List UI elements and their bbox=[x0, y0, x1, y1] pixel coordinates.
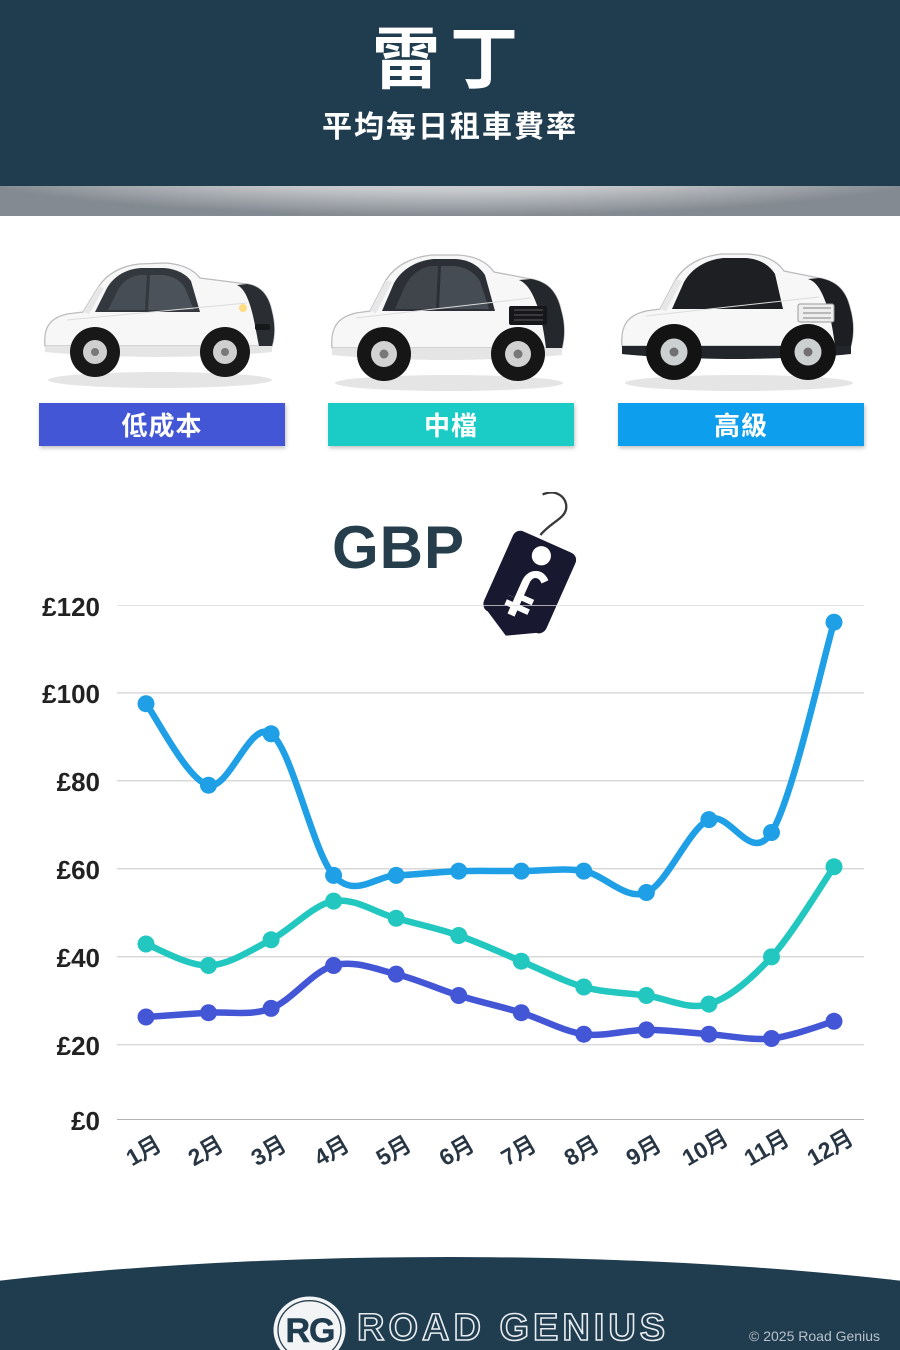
svg-text:RG: RG bbox=[286, 1312, 335, 1350]
